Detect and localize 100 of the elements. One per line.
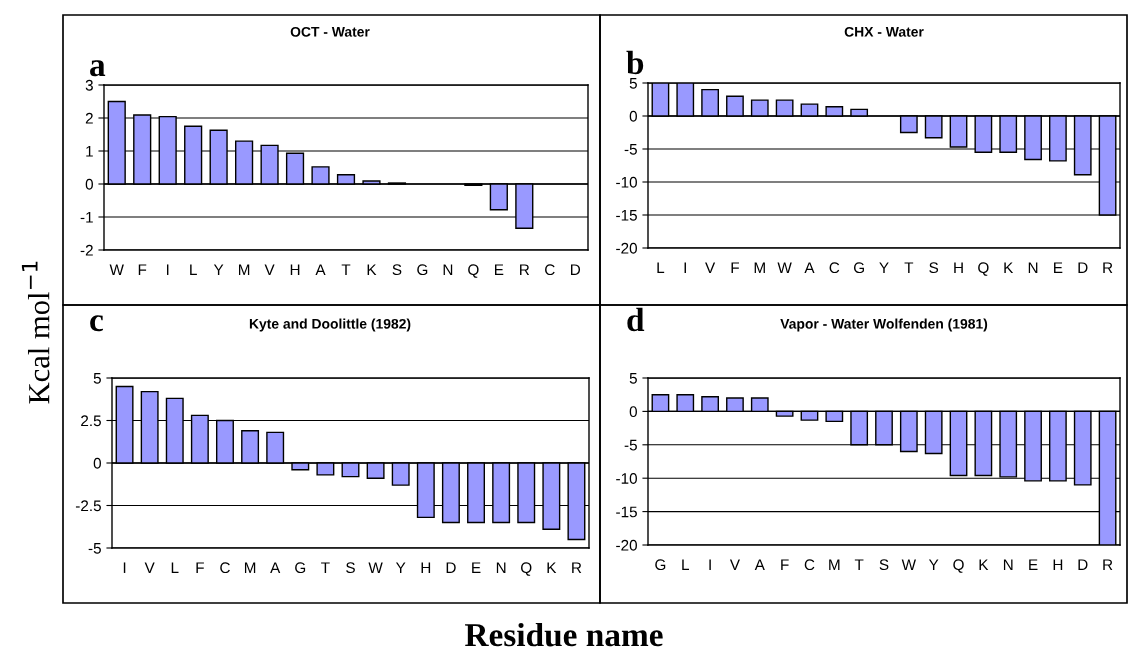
x-tick-label: M: [754, 262, 765, 273]
y-axis-title: Kcal mol$^{−1}$: [21, 261, 50, 404]
x-tick-label: R: [572, 562, 582, 573]
x-tick-label: A: [804, 262, 815, 273]
x-tick-label: G: [655, 559, 666, 571]
x-tick-label: N: [496, 562, 506, 573]
x-tick-label: T: [341, 264, 351, 275]
x-tick-label: K: [1004, 262, 1014, 273]
y-tick-label: 3: [85, 79, 93, 91]
text: a: [90, 60, 106, 77]
x-tick-label: Y: [879, 262, 889, 273]
x-tick-label: H: [954, 262, 963, 273]
x-tick-label: F: [781, 559, 789, 570]
x-tick-label: N: [1003, 559, 1013, 570]
x-tick-label: V: [729, 559, 740, 570]
x-tick-label: S: [392, 264, 402, 276]
y-tick-label: 2: [85, 112, 93, 124]
x-tick-label: D: [1078, 262, 1088, 273]
x-tick-label: C: [829, 262, 840, 274]
x-tick-label: T: [321, 562, 330, 573]
x-tick-label: E: [495, 264, 504, 275]
x-tick-label: A: [270, 562, 281, 573]
x-axis-title: Residue name: [465, 622, 663, 647]
chart-title: OCT - Water: [290, 26, 370, 37]
y-tick-label: -10: [616, 176, 637, 188]
x-tick-label: G: [853, 262, 864, 274]
x-tick-label: H: [1053, 559, 1063, 570]
y-tick-label: -15: [616, 210, 637, 221]
x-tick-label: D: [571, 264, 581, 275]
x-tick-label: I: [123, 562, 126, 573]
x-tick-label: N: [1028, 262, 1038, 273]
chart-title: Vapor - Water Wolfenden (1981): [780, 318, 988, 332]
y-tick-label: -2.5: [75, 500, 101, 512]
x-tick-label: M: [239, 264, 250, 275]
x-tick-label: C: [804, 559, 815, 571]
x-tick-label: V: [264, 264, 275, 275]
x-tick-label: G: [417, 264, 428, 276]
x-tick-label: W: [777, 262, 792, 273]
y-tick-label: 0: [629, 406, 637, 418]
x-tick-label: G: [295, 562, 306, 574]
x-tick-label: F: [196, 562, 204, 573]
x-tick-label: K: [979, 559, 989, 570]
text: c: [90, 315, 103, 332]
x-tick-label: E: [472, 562, 481, 573]
x-tick-label: D: [446, 562, 456, 573]
y-tick-label: -20: [616, 539, 637, 551]
y-tick-label: 5: [93, 373, 101, 384]
x-tick-label: R: [1103, 262, 1113, 273]
y-tick-label: -20: [616, 242, 637, 254]
x-tick-label: S: [929, 262, 939, 274]
y-tick-label: 5: [629, 78, 637, 89]
x-tick-label: L: [190, 264, 197, 275]
y-tick-label: 1: [86, 146, 93, 157]
x-tick-label: T: [854, 559, 864, 570]
x-tick-label: I: [709, 559, 711, 570]
x-tick-label: Q: [468, 264, 479, 278]
y-tick-label: -5: [88, 543, 101, 554]
x-tick-label: L: [171, 562, 179, 573]
x-tick-label: W: [901, 559, 916, 570]
y-tick-label: 0: [93, 457, 101, 469]
y-tick-label: 2.5: [81, 415, 101, 427]
x-tick-label: F: [731, 262, 739, 273]
x-tick-label: S: [879, 559, 889, 571]
x-tick-label: C: [545, 264, 555, 276]
x-tick-label: Y: [928, 559, 939, 570]
chart-title: Kyte and Doolittle (1982): [249, 318, 411, 332]
x-tick-label: R: [520, 264, 530, 275]
y-tick-label: -15: [616, 506, 637, 518]
x-tick-label: W: [109, 264, 124, 275]
y-tick-label: -1: [80, 212, 93, 223]
chart-title: CHX - Water: [844, 26, 924, 37]
x-tick-label: R: [1103, 559, 1113, 570]
y-tick-label: -5: [624, 439, 637, 451]
x-tick-label: M: [244, 562, 256, 573]
x-tick-label: E: [1029, 559, 1038, 570]
x-tick-label: H: [421, 562, 431, 573]
x-tick-label: N: [443, 264, 453, 275]
text: d: [627, 307, 645, 332]
x-tick-label: K: [547, 562, 557, 573]
x-tick-label: W: [368, 562, 383, 573]
x-tick-label: I: [166, 264, 169, 275]
y-tick-label: -5: [624, 144, 637, 155]
x-tick-label: A: [315, 264, 326, 275]
x-tick-label: I: [684, 262, 686, 273]
x-tick-label: V: [705, 262, 716, 273]
x-tick-label: L: [657, 262, 665, 273]
x-tick-label: F: [138, 264, 147, 275]
x-tick-label: D: [1078, 559, 1088, 570]
y-tick-label: -10: [616, 473, 637, 484]
x-tick-label: Y: [213, 264, 224, 275]
y-tick-label: -2: [80, 244, 93, 256]
y-tick-label: 0: [85, 178, 93, 190]
y-tick-label: 0: [629, 110, 637, 122]
x-tick-label: V: [144, 562, 155, 573]
x-tick-label: A: [754, 559, 765, 570]
text: b: [626, 50, 644, 75]
x-tick-label: M: [829, 559, 840, 570]
x-tick-label: Q: [953, 559, 964, 573]
x-tick-label: Y: [395, 562, 406, 573]
x-tick-label: S: [346, 562, 355, 574]
